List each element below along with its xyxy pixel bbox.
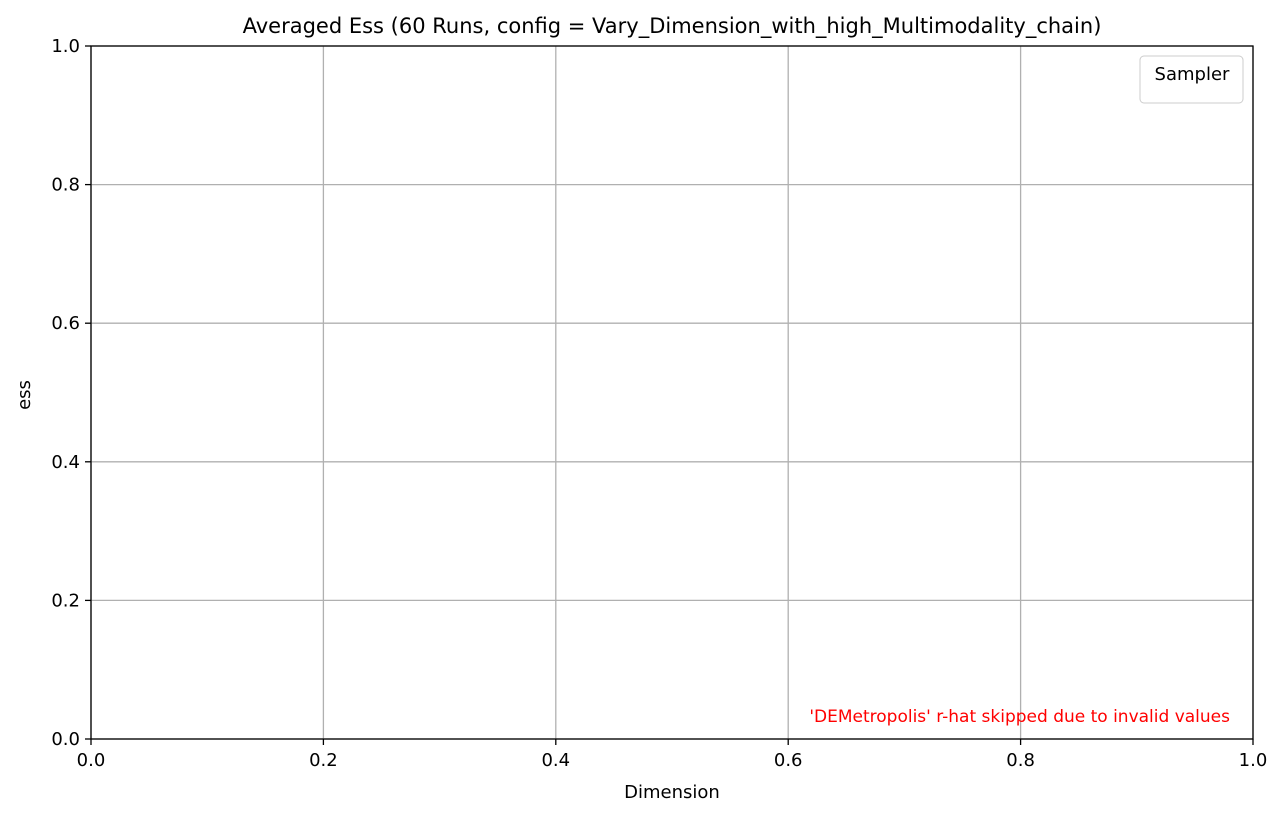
y-tick-label: 0.4: [51, 452, 80, 473]
x-tick-label: 0.8: [1006, 750, 1035, 771]
y-tick-label: 1.0: [51, 36, 80, 57]
x-tick-label: 0.4: [541, 750, 570, 771]
rhat-skipped-annotation: 'DEMetropolis' r-hat skipped due to inva…: [809, 707, 1230, 727]
x-tick-label: 0.0: [77, 750, 106, 771]
x-tick-label: 1.0: [1239, 750, 1268, 771]
legend-title: Sampler: [1155, 64, 1230, 85]
y-tick-label: 0.0: [51, 729, 80, 750]
legend-frame: [1139, 55, 1244, 104]
plot-area-frame: [90, 45, 1254, 740]
x-axis-ticks: 0.0 0.2 0.4 0.6 0.8 1.0: [77, 739, 1268, 771]
y-tick-label: 0.8: [51, 175, 80, 196]
legend-box: Sampler: [1139, 55, 1244, 104]
y-axis-ticks: 0.0 0.2 0.4 0.6 0.8 1.0: [51, 36, 91, 750]
y-tick-label: 0.6: [51, 313, 80, 334]
y-axis-label: ess: [14, 380, 35, 410]
x-tick-label: 0.6: [774, 750, 803, 771]
y-tick-label: 0.2: [51, 590, 80, 611]
x-tick-label: 0.2: [309, 750, 338, 771]
x-axis-label: Dimension: [624, 782, 720, 803]
chart-title: Averaged Ess (60 Runs, config = Vary_Dim…: [243, 14, 1102, 39]
